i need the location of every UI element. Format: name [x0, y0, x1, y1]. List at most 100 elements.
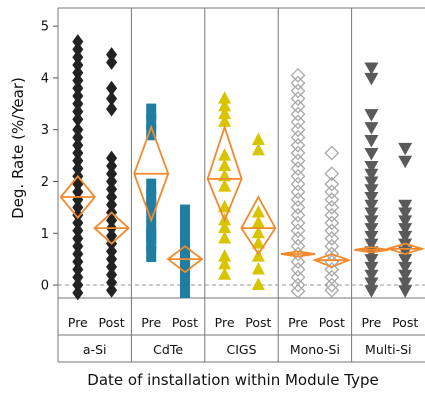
x-axis-title: Date of installation within Module Type	[87, 371, 378, 389]
data-point	[72, 246, 84, 262]
data-point	[72, 88, 84, 104]
data-point	[290, 238, 306, 254]
y-tick-label: 2	[41, 175, 49, 190]
data-point	[179, 217, 190, 234]
data-point	[72, 184, 84, 200]
data-point	[72, 269, 84, 285]
data-point	[290, 207, 306, 223]
data-point	[106, 91, 118, 107]
data-point	[72, 65, 84, 81]
group-label: Mono-Si	[290, 342, 340, 357]
group-label: CIGS	[226, 342, 256, 357]
y-tick-label: 5	[41, 20, 49, 35]
data-point	[364, 199, 379, 213]
data-point	[290, 215, 306, 231]
median-ci-diamond	[385, 242, 425, 255]
data-point	[72, 111, 84, 127]
data-point	[364, 215, 379, 228]
data-point	[364, 72, 379, 86]
data-point	[398, 215, 413, 228]
data-point	[218, 256, 232, 270]
data-point	[364, 192, 379, 205]
data-point	[251, 225, 265, 239]
data-point	[290, 130, 306, 145]
data-point	[72, 122, 84, 138]
data-point	[72, 262, 84, 278]
data-point	[290, 114, 306, 130]
data-point	[251, 236, 265, 249]
subgroup-label: Post	[99, 315, 125, 330]
median-ci-diamond	[312, 253, 352, 268]
y-tick-label: 1	[41, 227, 49, 242]
median-ci-diamond	[59, 174, 96, 220]
data-point	[72, 254, 84, 270]
data-point	[290, 145, 306, 161]
data-point	[106, 158, 118, 174]
data-point	[72, 153, 84, 169]
data-point	[251, 215, 265, 228]
data-point	[106, 212, 118, 228]
data-point	[364, 176, 379, 189]
subgroup-label: Pre	[141, 315, 161, 330]
data-point	[218, 249, 232, 262]
data-point	[106, 101, 118, 117]
data-point	[290, 161, 306, 176]
data-point	[72, 223, 84, 239]
x-category-labels: Pre Post a-Si Pre Post CdTe Pre Post CIGS Pre Post…	[68, 315, 418, 357]
subgroup-label: Pre	[361, 315, 381, 330]
data-point	[364, 269, 379, 283]
subgroup-label: Pre	[215, 315, 235, 330]
data-point	[72, 145, 84, 161]
data-point	[364, 207, 379, 221]
data-point	[106, 251, 118, 267]
data-point	[364, 285, 379, 298]
data-point	[72, 161, 84, 177]
data-point	[398, 155, 413, 169]
data-point	[106, 80, 118, 96]
data-point	[72, 73, 84, 88]
data-point	[324, 262, 340, 277]
data-point	[146, 178, 157, 195]
data-point	[364, 277, 379, 290]
data-point	[72, 34, 84, 50]
data-point	[106, 228, 118, 244]
data-point	[106, 54, 118, 70]
data-point	[290, 199, 306, 215]
data-point	[146, 124, 157, 141]
plot-frame: 0 1 2 3 4 5	[41, 7, 425, 363]
data-point	[106, 166, 118, 182]
data-point	[398, 269, 413, 283]
data-point	[251, 205, 265, 218]
data-point	[364, 223, 379, 236]
median-ci-diamond	[206, 124, 243, 223]
data-point	[290, 98, 306, 114]
data-point	[398, 142, 413, 156]
subgroup-label: Post	[245, 315, 271, 330]
data-point	[398, 223, 413, 236]
data-point	[72, 238, 84, 254]
data-point	[218, 230, 232, 244]
group-label: CdTe	[153, 342, 183, 357]
data-point	[398, 261, 413, 275]
data-point	[106, 274, 118, 290]
data-point	[106, 259, 118, 275]
data-point	[106, 197, 118, 213]
data-point	[398, 230, 413, 244]
data-point	[72, 207, 84, 223]
data-point	[364, 238, 379, 252]
data-point	[324, 199, 340, 215]
data-point	[251, 277, 265, 291]
data-layer	[59, 34, 425, 301]
data-point	[364, 122, 379, 135]
median-ci-diamond	[240, 195, 277, 256]
data-point	[72, 230, 84, 246]
data-point	[179, 271, 190, 288]
subgroup-label: Pre	[288, 315, 308, 330]
y-tick-label: 0	[41, 279, 49, 294]
data-point	[218, 98, 232, 112]
data-point	[72, 49, 84, 65]
data-point	[290, 75, 306, 91]
data-point	[290, 269, 306, 285]
subgroup-label: Post	[319, 315, 345, 330]
